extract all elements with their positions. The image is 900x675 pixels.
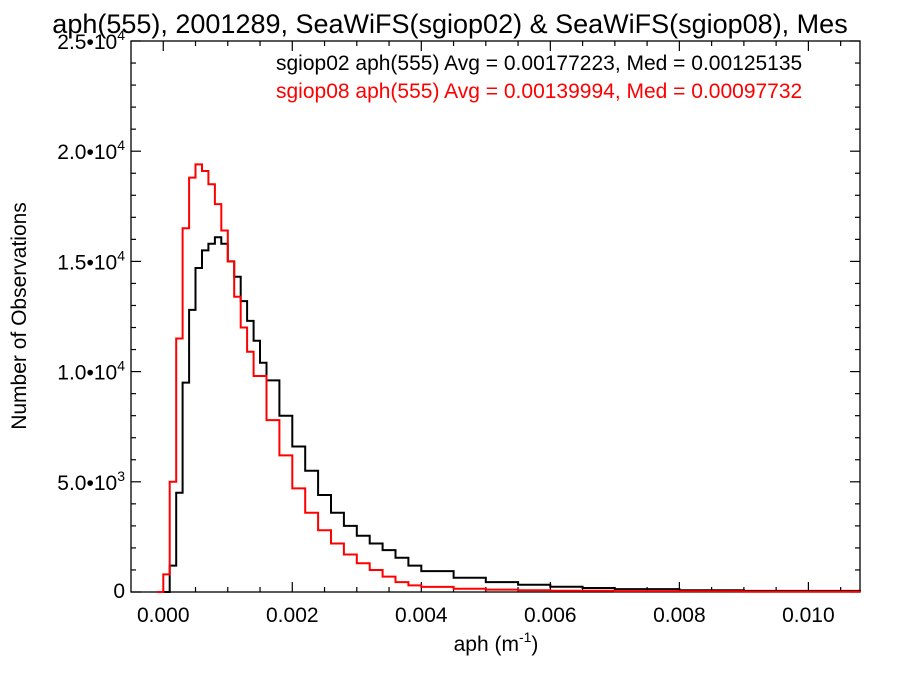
stats-annotation-1: sgiop02 aph(555) Avg = 0.00177223, Med =…: [276, 52, 802, 75]
x-tick-label: 0.000: [137, 604, 190, 627]
series-layer: [156, 163, 861, 593]
stats-annotation-2: sgiop08 aph(555) Avg = 0.00139994, Med =…: [276, 80, 802, 103]
x-tick-label: 0.004: [395, 604, 448, 627]
x-axis-label-text: aph (m: [454, 633, 519, 656]
plot-frame: [130, 40, 861, 593]
x-axis-label-exponent: -1: [519, 629, 532, 645]
x-tick-label: 0.002: [266, 604, 319, 627]
series-line-2: [156, 163, 861, 593]
series-line-1: [163, 236, 861, 593]
y-axis-label: Number of Observations: [8, 202, 31, 430]
annotations: sgiop02 aph(555) Avg = 0.00177223, Med =…: [276, 52, 802, 103]
chart-title: aph(555), 2001289, SeaWiFS(sgiop02) & Se…: [52, 9, 847, 39]
x-tick-labels: 0.000 0.002 0.004 0.006 0.008 0.010: [137, 604, 835, 627]
x-axis-label: aph (m-1): [454, 629, 539, 656]
y-tick-labels: 0 5.0•103 1.0•104 1.5•104 2.0•104 2.5•104: [57, 27, 125, 603]
y-tick-label: 2.5•104: [57, 27, 125, 54]
x-axis-label-close: ): [531, 633, 538, 656]
x-tick-label: 0.008: [653, 604, 706, 627]
y-tick-label: 5.0•103: [57, 468, 125, 495]
y-tick-label: 2.0•104: [57, 137, 125, 164]
y-tick-label: 1.5•104: [57, 247, 125, 274]
y-tick-label: 1.0•104: [57, 358, 125, 385]
x-tick-label: 0.010: [782, 604, 835, 627]
y-tick-label: 0: [113, 580, 125, 603]
x-tick-label: 0.006: [524, 604, 577, 627]
